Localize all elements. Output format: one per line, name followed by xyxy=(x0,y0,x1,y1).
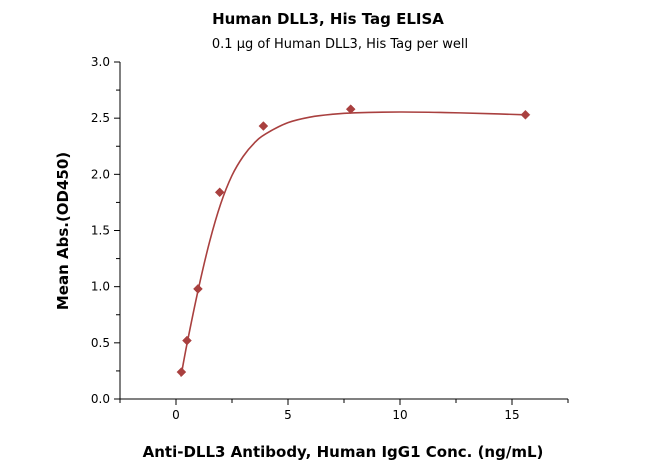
data-points-layer xyxy=(176,104,531,377)
y-axis-label: Mean Abs.(OD450) xyxy=(54,152,72,310)
x-tick-label: 0 xyxy=(172,408,180,422)
y-tick-label: 2.5 xyxy=(91,111,110,125)
data-point-diamond xyxy=(193,284,203,294)
chart-subtitle: 0.1 μg of Human DLL3, His Tag per well xyxy=(212,37,468,52)
y-axis-ticks: 0.0 0.5 1.0 1.5 2.0 2.5 3.0 xyxy=(91,55,120,406)
x-tick-label: 10 xyxy=(392,408,407,422)
data-point-diamond xyxy=(520,109,531,120)
data-point-diamond xyxy=(182,335,192,346)
data-point-diamond xyxy=(345,104,356,115)
y-tick-label: 3.0 xyxy=(91,55,110,69)
y-tick-label: 1.0 xyxy=(91,280,110,294)
data-point-diamond xyxy=(258,121,269,131)
y-tick-label: 0.5 xyxy=(91,336,110,350)
y-tick-label: 2.0 xyxy=(91,167,110,181)
fit-curve-layer xyxy=(180,111,526,377)
y-tick-label: 1.5 xyxy=(91,224,110,238)
x-axis-ticks: 0 5 10 15 xyxy=(119,399,569,422)
x-axis-label: Anti-DLL3 Antibody, Human IgG1 Conc. (ng… xyxy=(143,443,544,461)
y-tick-label: 0.0 xyxy=(91,392,110,406)
fit-curve xyxy=(180,111,526,377)
chart-title: Human DLL3, His Tag ELISA xyxy=(212,10,444,28)
data-point-diamond xyxy=(176,367,187,377)
x-tick-label: 5 xyxy=(284,408,292,422)
data-point-diamond xyxy=(214,187,225,198)
x-tick-label: 15 xyxy=(504,408,519,422)
